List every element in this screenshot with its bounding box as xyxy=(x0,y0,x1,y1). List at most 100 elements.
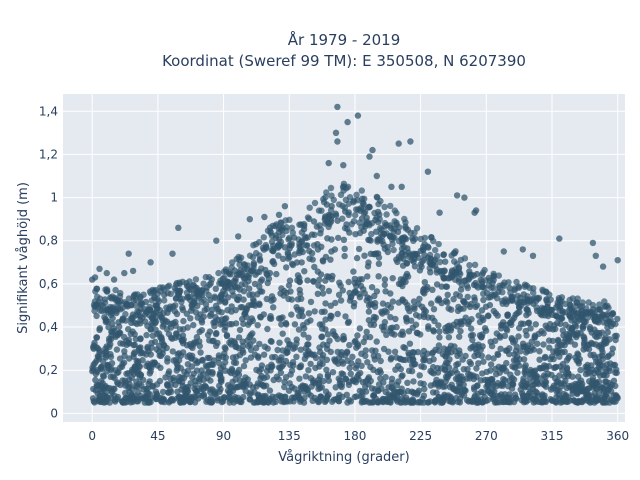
data-point xyxy=(494,379,502,387)
data-point xyxy=(364,273,371,280)
data-point xyxy=(549,397,556,404)
data-point xyxy=(487,338,494,345)
data-point xyxy=(290,345,297,352)
data-point xyxy=(467,397,474,405)
data-point xyxy=(232,307,239,314)
data-point xyxy=(338,349,345,356)
data-point xyxy=(284,337,291,344)
data-point xyxy=(599,384,607,392)
data-point xyxy=(172,318,179,326)
y-axis-title: Signifikant våghöjd (m) xyxy=(16,182,31,334)
data-point xyxy=(435,322,442,329)
data-point xyxy=(591,316,598,324)
data-point xyxy=(444,275,451,282)
data-point xyxy=(250,265,257,272)
data-point xyxy=(451,258,458,265)
outlier-point xyxy=(246,216,253,223)
data-point xyxy=(199,357,206,364)
data-point xyxy=(480,290,487,297)
data-point xyxy=(325,223,332,231)
data-point xyxy=(382,288,389,295)
data-point xyxy=(360,286,367,293)
x-tick-label: 45 xyxy=(150,429,165,443)
data-point xyxy=(433,281,441,288)
data-point xyxy=(431,258,438,265)
data-point xyxy=(175,291,183,298)
data-point xyxy=(531,332,539,339)
data-point xyxy=(179,304,186,311)
data-point xyxy=(128,374,135,381)
data-point xyxy=(251,351,259,358)
data-point xyxy=(388,330,396,337)
data-point xyxy=(268,297,275,304)
data-point xyxy=(146,391,153,398)
data-point xyxy=(552,364,559,371)
data-point xyxy=(287,371,294,378)
data-point xyxy=(300,331,307,338)
data-point xyxy=(335,375,342,382)
data-point xyxy=(510,339,517,346)
data-point xyxy=(358,187,365,194)
data-point xyxy=(222,266,230,273)
data-point xyxy=(468,271,475,279)
data-point xyxy=(593,385,600,392)
data-point xyxy=(257,365,265,373)
data-point xyxy=(164,382,171,389)
data-point xyxy=(244,262,251,269)
data-point xyxy=(550,348,557,355)
data-point xyxy=(129,328,136,335)
data-point xyxy=(98,301,106,309)
data-point xyxy=(322,388,330,395)
data-point xyxy=(126,389,133,396)
data-point xyxy=(319,257,326,264)
data-point xyxy=(596,301,603,308)
data-point xyxy=(235,271,243,278)
data-point xyxy=(356,207,364,214)
data-point xyxy=(269,257,277,265)
data-point xyxy=(286,216,293,223)
data-point xyxy=(109,320,116,327)
data-point xyxy=(297,346,304,353)
data-point xyxy=(157,352,165,359)
data-point xyxy=(572,354,579,361)
data-point xyxy=(100,373,108,380)
data-point xyxy=(521,369,528,376)
data-point xyxy=(406,251,414,259)
outlier-point xyxy=(334,103,341,111)
data-point xyxy=(370,313,378,321)
data-point xyxy=(122,301,129,308)
data-point xyxy=(258,372,265,380)
data-point xyxy=(586,385,593,392)
data-point xyxy=(473,302,481,309)
data-point xyxy=(180,374,188,382)
data-point xyxy=(270,304,277,311)
data-point xyxy=(191,284,199,292)
data-point xyxy=(540,306,547,314)
data-point xyxy=(520,320,527,327)
data-point xyxy=(420,364,427,371)
data-point xyxy=(397,365,404,373)
data-point xyxy=(246,333,253,341)
data-point xyxy=(533,294,540,301)
data-point xyxy=(456,292,463,300)
data-point xyxy=(116,355,124,362)
data-point xyxy=(356,325,363,332)
data-point xyxy=(589,374,597,382)
data-point xyxy=(125,339,132,347)
data-point xyxy=(172,302,179,309)
data-point xyxy=(91,298,99,305)
data-point xyxy=(98,398,106,406)
data-point xyxy=(116,329,123,336)
data-point xyxy=(387,356,394,363)
data-point xyxy=(596,329,603,337)
data-point xyxy=(291,321,299,328)
data-point xyxy=(377,357,384,365)
data-point xyxy=(566,334,573,341)
data-point xyxy=(207,310,215,318)
data-point xyxy=(286,398,294,405)
data-point xyxy=(347,370,354,377)
data-point xyxy=(581,334,588,342)
data-point xyxy=(389,275,396,282)
outlier-point xyxy=(599,263,607,270)
